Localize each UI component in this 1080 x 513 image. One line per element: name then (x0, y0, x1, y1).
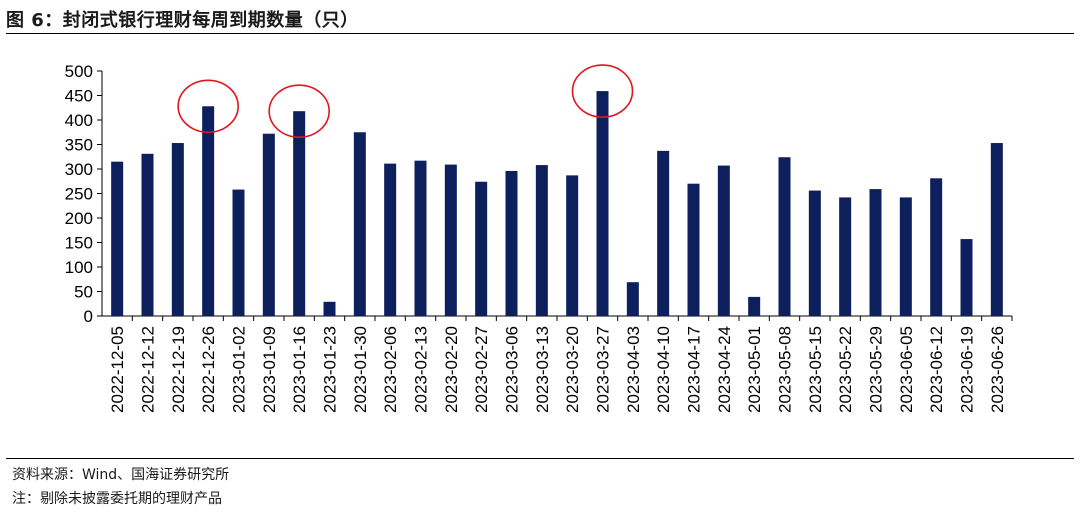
bar (717, 165, 730, 316)
bar (990, 143, 1003, 316)
x-tick-label: 2023-06-26 (988, 326, 1007, 413)
x-tick-label: 2023-04-24 (715, 326, 734, 413)
footer-rule (6, 458, 1074, 459)
figure-title: 图 6：封闭式银行理财每周到期数量（只） (6, 10, 359, 31)
x-tick-label: 2023-03-20 (563, 326, 582, 413)
footnote: 注：剔除未披露委托期的理财产品 (12, 491, 222, 507)
bar (111, 161, 124, 316)
y-tick-label: 250 (65, 185, 93, 204)
y-tick-label: 100 (65, 258, 93, 277)
x-tick-label: 2022-12-26 (199, 326, 218, 413)
x-tick-label: 2023-06-19 (958, 326, 977, 413)
x-tick-label: 2023-02-20 (442, 326, 461, 413)
bar (869, 189, 882, 316)
y-tick-label: 400 (65, 111, 93, 130)
title-rule (6, 33, 1074, 34)
bar (353, 132, 366, 316)
x-tick-label: 2023-01-30 (351, 326, 370, 413)
bar (444, 164, 457, 316)
bar (566, 175, 579, 316)
bar (960, 239, 973, 316)
bar (414, 160, 427, 316)
x-tick-label: 2023-01-23 (321, 326, 340, 413)
y-tick-label: 350 (65, 136, 93, 155)
bar (141, 153, 154, 316)
bar (839, 197, 852, 316)
x-tick-label: 2022-12-12 (139, 326, 158, 413)
highlight-circle (177, 79, 239, 134)
y-tick-label: 450 (65, 87, 93, 106)
bar (535, 165, 548, 316)
x-tick-label: 2023-04-10 (654, 326, 673, 413)
x-tick-label: 2023-01-09 (260, 326, 279, 413)
x-tick-label: 2023-05-01 (745, 326, 764, 413)
x-tick-label: 2023-05-22 (836, 326, 855, 413)
x-tick-label: 2023-02-27 (472, 326, 491, 413)
x-tick-label: 2023-03-13 (533, 326, 552, 413)
x-tick-label: 2023-05-08 (776, 326, 795, 413)
x-tick-label: 2022-12-19 (169, 326, 188, 413)
bar (171, 143, 184, 316)
x-tick-label: 2023-05-15 (806, 326, 825, 413)
x-tick-label: 2023-02-06 (381, 326, 400, 413)
x-tick-label: 2023-03-27 (594, 326, 613, 413)
bar (293, 111, 306, 317)
x-tick-label: 2023-06-12 (927, 326, 946, 413)
bar (232, 189, 245, 316)
bar (748, 296, 761, 316)
bar (687, 183, 700, 316)
x-tick-label: 2023-06-05 (897, 326, 916, 413)
highlight-circle (268, 84, 330, 138)
y-tick-label: 0 (84, 307, 93, 326)
y-tick-label: 500 (65, 62, 93, 81)
y-tick-label: 50 (74, 283, 93, 302)
bar (262, 133, 275, 316)
bar (778, 157, 791, 316)
bar (475, 181, 488, 316)
x-tick-label: 2023-01-02 (230, 326, 249, 413)
x-tick-label: 2023-02-13 (412, 326, 431, 413)
bar (930, 178, 943, 316)
bar (808, 190, 821, 316)
bar (657, 150, 670, 316)
x-tick-label: 2023-04-03 (624, 326, 643, 413)
x-tick-label: 2023-05-29 (867, 326, 886, 413)
x-tick-label: 2022-12-05 (108, 326, 127, 413)
y-tick-label: 150 (65, 234, 93, 253)
x-tick-label: 2023-01-16 (290, 326, 309, 413)
bar (626, 282, 639, 316)
highlight-circle (571, 64, 634, 118)
bar (596, 91, 609, 316)
source-note: 资料来源：Wind、国海证券研究所 (12, 467, 230, 483)
bar (202, 106, 215, 316)
bar (323, 301, 336, 316)
bar-chart: 0 50 100 150 200 250 300 350 400 450 500 2022-12-05… (65, 62, 1013, 413)
x-tick-label: 2023-04-17 (685, 326, 704, 413)
y-tick-label: 200 (65, 209, 93, 228)
bar (505, 170, 518, 316)
bar (384, 163, 397, 316)
y-tick-label: 300 (65, 160, 93, 179)
x-tick-label: 2023-03-06 (503, 326, 522, 413)
bar (899, 197, 912, 316)
